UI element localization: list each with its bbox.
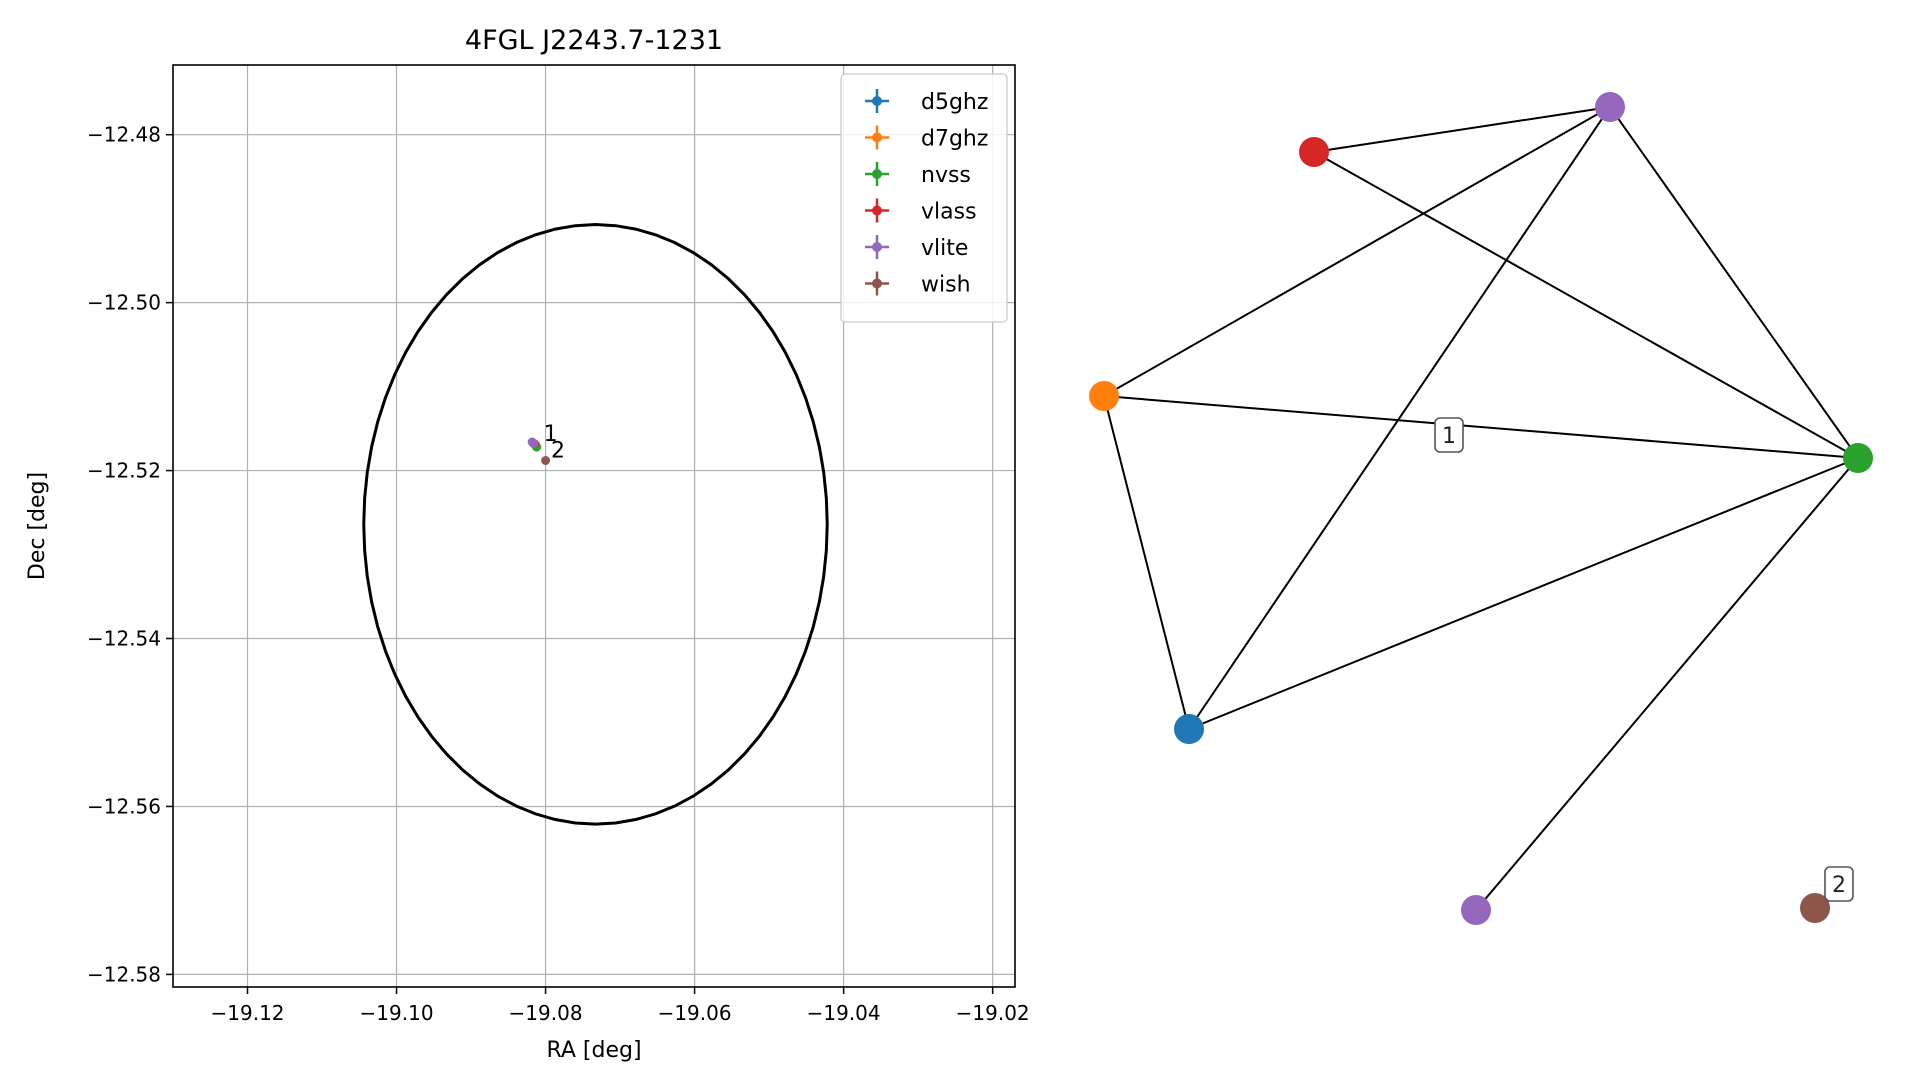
graph-group-label: 1 — [1434, 417, 1464, 453]
point-annotation: 1 — [544, 422, 558, 447]
x-tick-label: −19.12 — [211, 1001, 285, 1025]
graph-node-nvss — [1843, 443, 1873, 473]
x-tick-label: −19.08 — [509, 1001, 583, 1025]
legend-marker — [872, 132, 882, 143]
point-annotation: 2 — [551, 439, 565, 464]
legend-marker — [872, 96, 882, 106]
graph-group-label: 2 — [1824, 866, 1854, 902]
group-label-box — [1824, 866, 1854, 902]
graph-node-wish — [1800, 893, 1830, 923]
point-annotations: 12 — [544, 422, 565, 464]
legend-label: wish — [921, 273, 971, 298]
x-axis-label: RA [deg] — [546, 1038, 641, 1063]
data-point-vlite — [529, 439, 539, 449]
y-tick-label: −12.54 — [87, 627, 161, 651]
legend-marker — [872, 278, 882, 289]
x-tick-label: −19.04 — [807, 1001, 881, 1025]
x-tick-label: −19.10 — [360, 1001, 434, 1025]
legend-marker — [872, 242, 882, 252]
axes-frame — [172, 64, 1016, 988]
graph-edge — [1313, 106, 1611, 153]
graph-node-d5ghz — [1174, 714, 1204, 744]
legend-label: vlite — [921, 236, 968, 261]
data-points — [527, 437, 551, 466]
legend-label: nvss — [921, 163, 971, 188]
y-tick-label: −12.58 — [87, 962, 161, 986]
group-label-text: 1 — [1442, 424, 1456, 449]
legend-label: vlass — [921, 200, 977, 225]
graph-node-vlite_a — [1595, 92, 1625, 122]
y-tick-label: −12.56 — [87, 794, 161, 818]
graph-node-vlass — [1299, 137, 1329, 167]
axis-ticks: −19.12 −19.10 −19.08 −19.06 −19.04 −19.02 −12.… — [87, 123, 1030, 1025]
y-tick-label: −12.50 — [87, 291, 161, 315]
legend-box — [840, 73, 1008, 323]
error-ellipse — [362, 223, 829, 826]
graph-edge — [1103, 106, 1611, 397]
data-point-wish — [541, 456, 551, 466]
y-axis-label: Dec [deg] — [25, 472, 50, 580]
graph-edge — [1313, 151, 1859, 459]
graph-edge — [1103, 395, 1859, 459]
graph-edge — [1188, 106, 1611, 730]
legend-marker — [872, 169, 882, 179]
y-tick-label: −12.52 — [87, 459, 161, 483]
y-tick-label: −12.48 — [87, 123, 161, 147]
network-graph-panel: 12 — [1089, 92, 1873, 925]
scatter-panel: 12 −19.12 −19.10 −19.08 −19.06 −19.04 −19.02−… — [25, 25, 1030, 1063]
group-label-text: 2 — [1832, 873, 1846, 898]
legend-marker — [872, 205, 882, 216]
legend-label: d5ghz — [921, 90, 988, 115]
plot-title: 4FGL J2243.7-1231 — [465, 25, 723, 56]
graph-node-d7ghz — [1089, 381, 1119, 411]
graph-edge — [1188, 457, 1859, 730]
x-tick-label: −19.02 — [956, 1001, 1030, 1025]
legend-label: d7ghz — [921, 127, 988, 152]
graph-edge — [1609, 106, 1859, 459]
graph-nodes — [1089, 92, 1873, 925]
graph-edge — [1103, 395, 1190, 730]
graph-edge — [1475, 457, 1859, 911]
group-label-box — [1434, 417, 1464, 453]
graph-edges — [1103, 106, 1859, 911]
legend: d5ghz d7ghz nvss vlass vlite wish — [840, 73, 1008, 323]
graph-node-vlite_b — [1461, 895, 1491, 925]
x-tick-label: −19.06 — [658, 1001, 732, 1025]
graph-group-labels: 12 — [1434, 417, 1854, 902]
